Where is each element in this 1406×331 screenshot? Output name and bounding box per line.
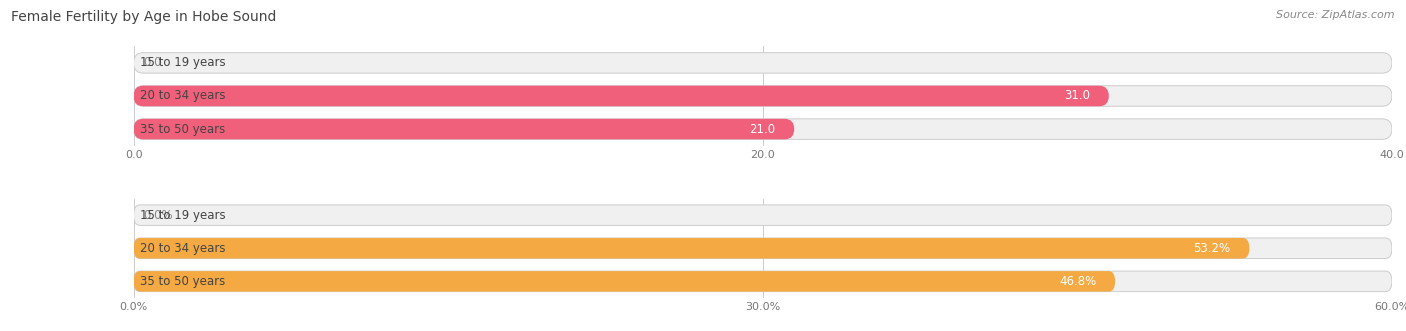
FancyBboxPatch shape	[134, 271, 1115, 292]
Text: 0.0: 0.0	[143, 56, 162, 70]
FancyBboxPatch shape	[134, 86, 1109, 106]
Text: 46.8%: 46.8%	[1059, 275, 1097, 288]
Text: Source: ZipAtlas.com: Source: ZipAtlas.com	[1277, 10, 1395, 20]
Text: 35 to 50 years: 35 to 50 years	[139, 275, 225, 288]
FancyBboxPatch shape	[134, 205, 1392, 225]
Text: 35 to 50 years: 35 to 50 years	[139, 122, 225, 136]
Text: 31.0: 31.0	[1064, 89, 1090, 103]
FancyBboxPatch shape	[134, 271, 1392, 292]
FancyBboxPatch shape	[134, 53, 1392, 73]
Text: 20 to 34 years: 20 to 34 years	[139, 242, 225, 255]
Text: 53.2%: 53.2%	[1194, 242, 1230, 255]
Text: 0.0%: 0.0%	[143, 209, 173, 222]
FancyBboxPatch shape	[134, 119, 794, 139]
Text: 15 to 19 years: 15 to 19 years	[139, 56, 225, 70]
Text: Female Fertility by Age in Hobe Sound: Female Fertility by Age in Hobe Sound	[11, 10, 277, 24]
FancyBboxPatch shape	[134, 119, 1392, 139]
Text: 20 to 34 years: 20 to 34 years	[139, 89, 225, 103]
FancyBboxPatch shape	[134, 238, 1250, 259]
Text: 15 to 19 years: 15 to 19 years	[139, 209, 225, 222]
FancyBboxPatch shape	[134, 238, 1392, 259]
Text: 21.0: 21.0	[749, 122, 775, 136]
FancyBboxPatch shape	[134, 86, 1392, 106]
